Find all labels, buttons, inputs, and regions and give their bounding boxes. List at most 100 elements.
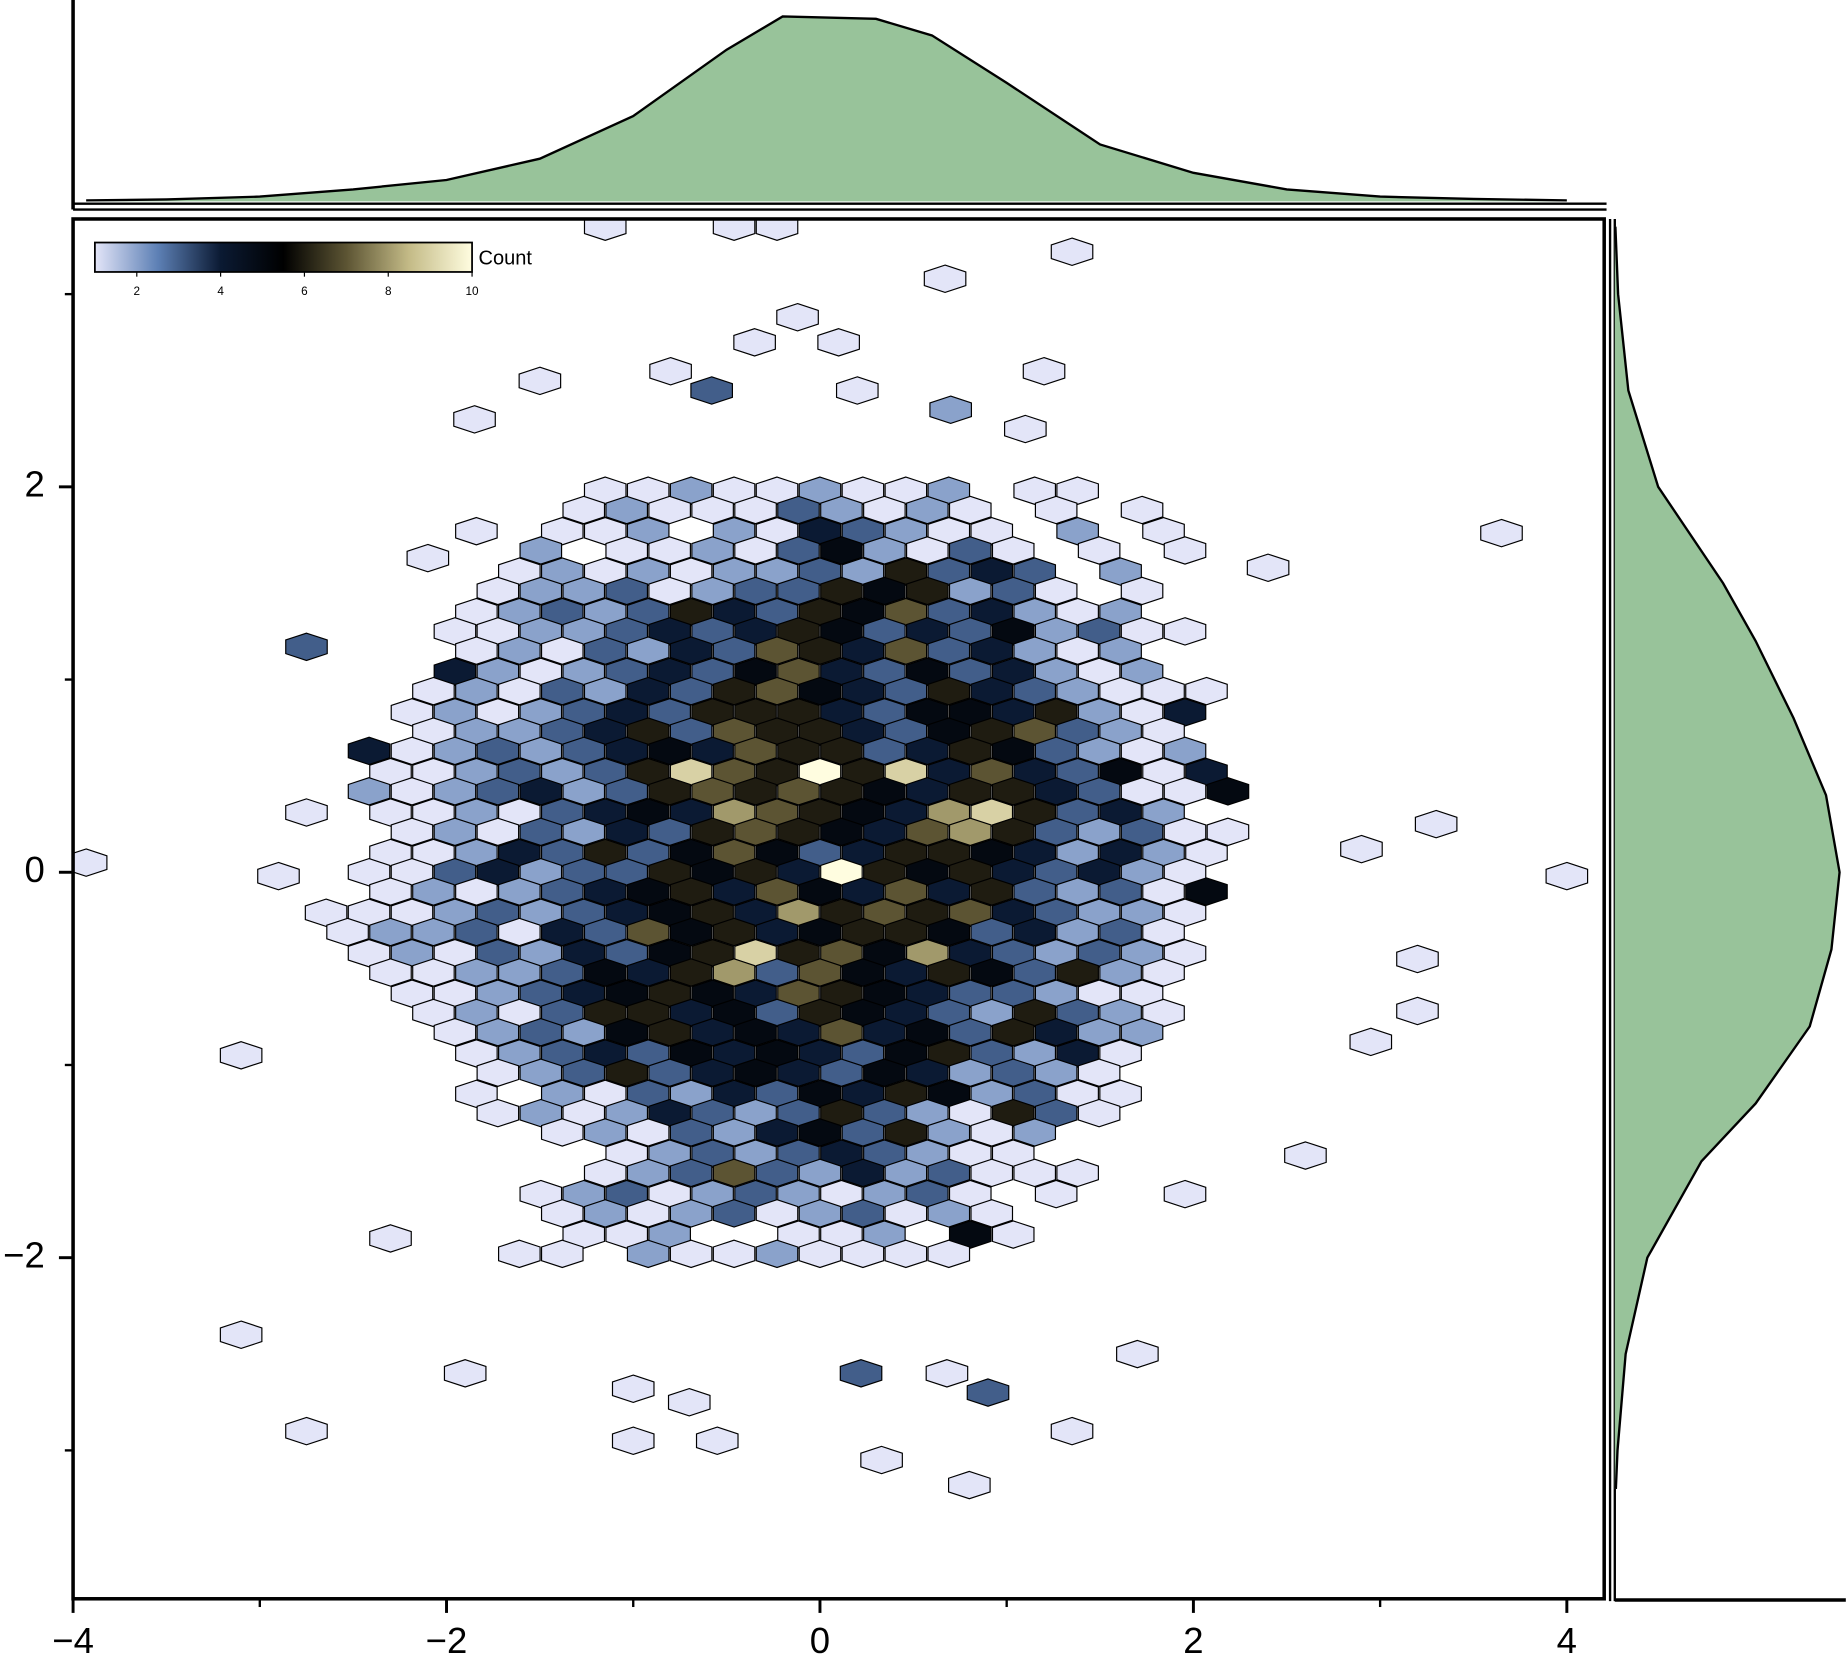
hexbin-cell xyxy=(626,597,670,627)
hexbin-cell xyxy=(1022,356,1066,386)
hexbin-cell xyxy=(820,979,863,1008)
hexbin-cell xyxy=(1056,1039,1099,1068)
hexbin-cell xyxy=(734,576,777,606)
hexbin-cell xyxy=(948,1098,992,1128)
hexbin-cell xyxy=(755,798,799,827)
hexbin-cell xyxy=(733,328,776,357)
hexbin-cell xyxy=(777,857,820,887)
hexbin-cell xyxy=(841,877,885,906)
hexbin-cell xyxy=(1056,1158,1099,1188)
hexbin-cell xyxy=(948,898,992,928)
hexbin-cell xyxy=(540,757,584,787)
hexbin-cell xyxy=(562,657,606,687)
hexbin-cell xyxy=(777,736,820,766)
hexbin-cell xyxy=(519,1098,563,1128)
hexbin-cell xyxy=(1120,495,1164,525)
x-tick-label: 0 xyxy=(810,1620,830,1660)
hexbin-cell xyxy=(562,898,606,928)
hexbin-cell xyxy=(734,1179,777,1209)
hexbin-cell xyxy=(605,898,649,928)
hexbin-cell xyxy=(626,877,670,906)
hexbin-cell xyxy=(1099,636,1142,665)
hexbin-cell xyxy=(798,917,842,947)
hexbin-cell xyxy=(1056,636,1099,665)
hexbin-cell xyxy=(991,857,1035,887)
hexbin-cell xyxy=(285,798,328,827)
hexbin-cell xyxy=(927,1199,971,1228)
hexbin-cell xyxy=(841,798,885,827)
hexbin-cell xyxy=(925,1359,969,1388)
hexbin-cell xyxy=(927,998,971,1028)
hexbin-cell xyxy=(583,1158,627,1188)
hexbin-cell xyxy=(712,798,756,827)
hexbin-cell xyxy=(820,1058,863,1087)
hexbin-cell xyxy=(777,938,820,968)
hexbin-cell xyxy=(884,676,928,706)
hexbin-cell xyxy=(798,1239,842,1269)
hexbin-cell xyxy=(443,1359,487,1388)
hexbin-cell xyxy=(1077,1017,1121,1047)
x-tick-label: 2 xyxy=(1183,1620,1203,1660)
hexbin-cell xyxy=(1013,717,1057,746)
hexbin-cell xyxy=(755,1079,799,1109)
hexbin-cell xyxy=(583,1199,627,1228)
hexbin-cell xyxy=(1013,838,1057,868)
hexbin-cell xyxy=(970,757,1014,787)
hexbin-cell xyxy=(583,917,627,947)
hexbin-cell xyxy=(1246,553,1290,583)
hexbin-cell xyxy=(455,636,498,665)
hexbin-cell xyxy=(927,798,971,827)
hexbin-cell xyxy=(817,328,860,357)
hexbin-cell xyxy=(884,877,928,906)
hexbin-cell xyxy=(927,516,971,546)
hexbin-cell xyxy=(991,657,1035,687)
hexbin-cell xyxy=(611,1426,655,1456)
hexbin-cell xyxy=(970,717,1014,746)
hexbin-cell xyxy=(476,1017,520,1047)
hexbin-cell xyxy=(648,495,691,525)
hexbin-cell xyxy=(905,617,949,646)
hexbin-cell xyxy=(1163,857,1207,887)
hexbin-cell xyxy=(433,857,477,887)
hexbin-cell xyxy=(755,516,799,546)
hexbin-cell xyxy=(712,218,756,241)
hexbin-cell xyxy=(562,1058,606,1087)
hexbin-cell xyxy=(433,617,477,646)
hexbin-cell xyxy=(734,657,777,687)
hexbin-cell xyxy=(605,1058,649,1087)
hexbin-cell xyxy=(734,1017,777,1047)
hexbin-cell xyxy=(583,557,627,586)
hexbin-cell xyxy=(433,657,477,687)
hexbin-cell xyxy=(948,1179,992,1209)
hexbin-cell xyxy=(583,476,627,505)
hexbin-cell xyxy=(455,676,498,706)
hexbin-cell xyxy=(1013,798,1057,827)
hexbin-cell xyxy=(1120,938,1164,968)
hexbin-cell xyxy=(540,958,584,987)
hexbin-cell xyxy=(863,617,906,646)
hexbin-cell xyxy=(923,264,967,293)
hexbin-cell xyxy=(884,958,928,987)
hexbin-cell xyxy=(605,657,649,687)
hexbin-cell xyxy=(669,838,713,868)
hexbin-cell xyxy=(1077,736,1121,766)
hexbin-cell xyxy=(562,817,606,847)
hexbin-cell xyxy=(777,536,820,565)
hexbin-cell xyxy=(347,857,391,887)
hexbin-cell xyxy=(1056,798,1099,827)
hexbin-cell xyxy=(605,1098,649,1128)
hexbin-cell xyxy=(841,998,885,1028)
hexbin-cell xyxy=(390,857,434,887)
hexbin-cell xyxy=(1185,838,1228,868)
hexbin-cell xyxy=(412,717,455,746)
hexbin-cell xyxy=(1163,698,1207,727)
colorbar-tick-label: 10 xyxy=(466,285,480,298)
hexbin-cell xyxy=(712,516,756,546)
hexbin-cell xyxy=(562,938,606,968)
hexbin-cell xyxy=(1185,877,1228,906)
hexbin-cell xyxy=(476,898,520,928)
hexbin-cell xyxy=(583,218,627,241)
hexbin-cell xyxy=(648,857,691,887)
hexbin-cell xyxy=(347,777,391,806)
hexbin-cell xyxy=(649,356,692,386)
